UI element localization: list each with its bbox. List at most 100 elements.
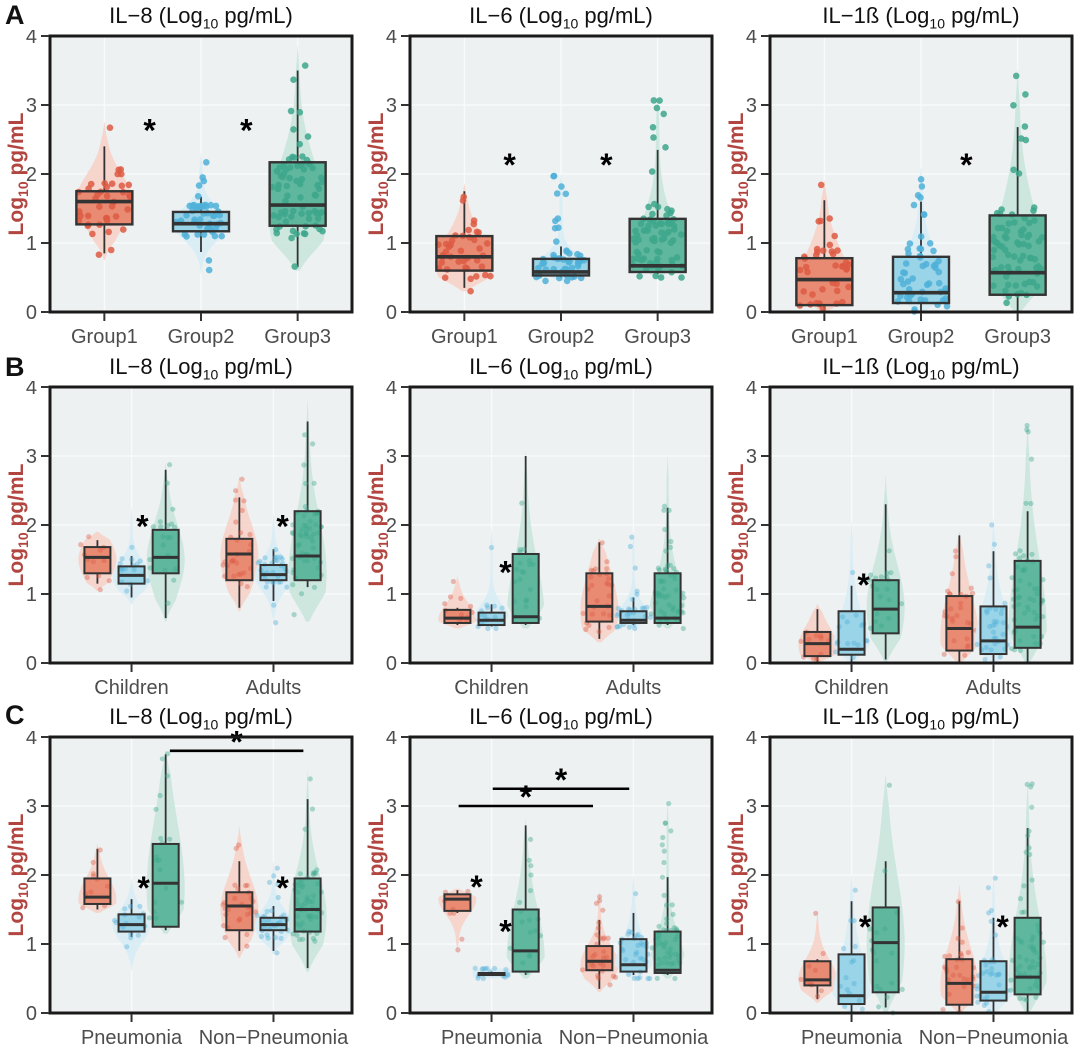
svg-text:Group3: Group3	[624, 326, 691, 348]
svg-text:2: 2	[26, 865, 37, 887]
svg-text:*: *	[499, 914, 512, 950]
title-subscript: 10	[202, 15, 219, 32]
svg-text:Children: Children	[454, 677, 528, 699]
panel-b-il8: IL−8 (Log10 pg/mL) * * 0 1 2 3 4 Children Adults…	[0, 351, 360, 701]
violin-box-plot: * 0 1 2 3 4 Children Adults Log10 pg/mL	[365, 381, 714, 699]
svg-text:Log10 pg/mL: Log10 pg/mL	[725, 463, 751, 586]
svg-text:4: 4	[26, 381, 37, 399]
svg-text:1: 1	[746, 233, 757, 255]
svg-text:Group1: Group1	[71, 326, 138, 348]
violin-box-plot: * * * 0 1 2 3 4 Pneumonia Non−Pneumonia Log10 pg/m…	[5, 731, 354, 1049]
svg-text:2: 2	[746, 865, 757, 887]
svg-text:Group1: Group1	[791, 326, 858, 348]
svg-text:2: 2	[386, 865, 397, 887]
title-text: pg/mL)	[578, 354, 653, 379]
svg-text:Non−Pneumonia: Non−Pneumonia	[919, 1027, 1069, 1049]
svg-text:Group1: Group1	[431, 326, 498, 348]
row-label-b: B	[5, 352, 25, 382]
svg-text:Group3: Group3	[984, 326, 1051, 348]
svg-text:0: 0	[386, 1003, 397, 1025]
title-subscript: 10	[562, 366, 579, 383]
title-text: pg/mL)	[218, 354, 293, 379]
violin-box-plot: * * * * 0 1 2 3 4 Pneumonia Non−Pneumonia Log10 pg/…	[365, 731, 714, 1049]
svg-text:0: 0	[26, 1003, 37, 1025]
svg-text:1: 1	[386, 584, 397, 606]
panel-title: IL−6 (Log10 pg/mL)	[360, 0, 720, 32]
svg-text:Log10 pg/mL: Log10 pg/mL	[5, 463, 31, 586]
title-text: pg/mL)	[578, 704, 653, 729]
title-text: pg/mL)	[578, 3, 653, 28]
title-subscript: 10	[562, 15, 579, 32]
svg-text:Adults: Adults	[246, 677, 302, 699]
violin-box-plot: * 0 1 2 3 4 Children Adults Log10 pg/mL	[725, 381, 1074, 699]
svg-text:Children: Children	[814, 677, 888, 699]
title-text: pg/mL)	[218, 704, 293, 729]
svg-text:3: 3	[26, 796, 37, 818]
svg-text:3: 3	[26, 446, 37, 468]
svg-text:2: 2	[386, 515, 397, 537]
panel-title: IL−8 (Log10 pg/mL)	[0, 701, 360, 732]
title-text: IL−1ß (Log	[822, 704, 930, 729]
svg-text:3: 3	[386, 796, 397, 818]
svg-text:1: 1	[746, 934, 757, 956]
svg-text:Log10 pg/mL: Log10 pg/mL	[5, 813, 31, 936]
svg-text:Log10 pg/mL: Log10 pg/mL	[725, 813, 751, 936]
svg-text:*: *	[230, 731, 243, 760]
title-text: pg/mL)	[945, 354, 1020, 379]
svg-text:Non−Pneumonia: Non−Pneumonia	[559, 1027, 709, 1049]
svg-text:0: 0	[746, 653, 757, 675]
svg-text:4: 4	[26, 30, 37, 48]
svg-text:Group3: Group3	[264, 326, 331, 348]
svg-text:3: 3	[746, 95, 757, 117]
svg-text:3: 3	[386, 95, 397, 117]
svg-text:Group2: Group2	[168, 326, 235, 348]
svg-text:0: 0	[746, 1003, 757, 1025]
title-subscript: 10	[929, 366, 945, 383]
violin-box-plot: * 0 1 2 3 4 Group1 Group2 Group3 Log10 pg/mL	[725, 30, 1074, 348]
svg-text:4: 4	[386, 381, 397, 399]
svg-text:0: 0	[386, 653, 397, 675]
panel-title: IL−8 (Log10 pg/mL)	[0, 351, 360, 382]
panel-b-il1b: IL−1ß (Log10 pg/mL) * 0 1 2 3 4 Children Adults…	[720, 351, 1080, 701]
svg-text:*: *	[555, 762, 568, 798]
svg-text:Non−Pneumonia: Non−Pneumonia	[199, 1027, 349, 1049]
svg-text:*: *	[600, 147, 613, 183]
svg-text:*: *	[503, 147, 516, 183]
svg-text:Log10 pg/mL: Log10 pg/mL	[5, 112, 31, 235]
svg-text:2: 2	[746, 515, 757, 537]
svg-text:1: 1	[26, 584, 37, 606]
panel-c-il1b: IL−1ß (Log10 pg/mL) * * 0 1 2 3 4 Pneumonia Non−…	[720, 701, 1080, 1052]
panel-title: IL−1ß (Log10 pg/mL)	[720, 351, 1080, 383]
svg-text:3: 3	[746, 446, 757, 468]
svg-text:Log10 pg/mL: Log10 pg/mL	[365, 112, 391, 235]
violin-box-plot: * * 0 1 2 3 4 Children Adults Log10 pg/mL	[5, 381, 354, 699]
panel-a-il1b: IL−1ß (Log10 pg/mL) * 0 1 2 3 4 Group1 Group2 Gr…	[720, 0, 1080, 351]
svg-text:*: *	[499, 555, 512, 591]
title-subscript: 10	[929, 15, 945, 32]
title-text: IL−6 (Log	[469, 3, 563, 28]
svg-text:*: *	[240, 113, 253, 149]
svg-text:*: *	[960, 147, 973, 183]
title-text: IL−8 (Log	[109, 354, 203, 379]
svg-text:1: 1	[386, 233, 397, 255]
svg-text:0: 0	[26, 653, 37, 675]
svg-text:Log10 pg/mL: Log10 pg/mL	[725, 112, 751, 235]
svg-text:*: *	[143, 113, 156, 149]
title-text: IL−1ß (Log	[822, 3, 930, 28]
svg-text:2: 2	[26, 164, 37, 186]
svg-text:0: 0	[386, 302, 397, 324]
title-text: IL−8 (Log	[109, 3, 203, 28]
svg-text:1: 1	[26, 233, 37, 255]
svg-text:Log10 pg/mL: Log10 pg/mL	[365, 463, 391, 586]
svg-text:2: 2	[386, 164, 397, 186]
svg-text:*: *	[470, 869, 483, 905]
title-text: IL−1ß (Log	[822, 354, 930, 379]
title-text: pg/mL)	[218, 3, 293, 28]
svg-text:1: 1	[26, 934, 37, 956]
panel-title: IL−1ß (Log10 pg/mL)	[720, 0, 1080, 32]
svg-text:*: *	[520, 779, 533, 815]
svg-text:3: 3	[26, 95, 37, 117]
title-text: IL−8 (Log	[109, 704, 203, 729]
svg-text:4: 4	[386, 30, 397, 48]
